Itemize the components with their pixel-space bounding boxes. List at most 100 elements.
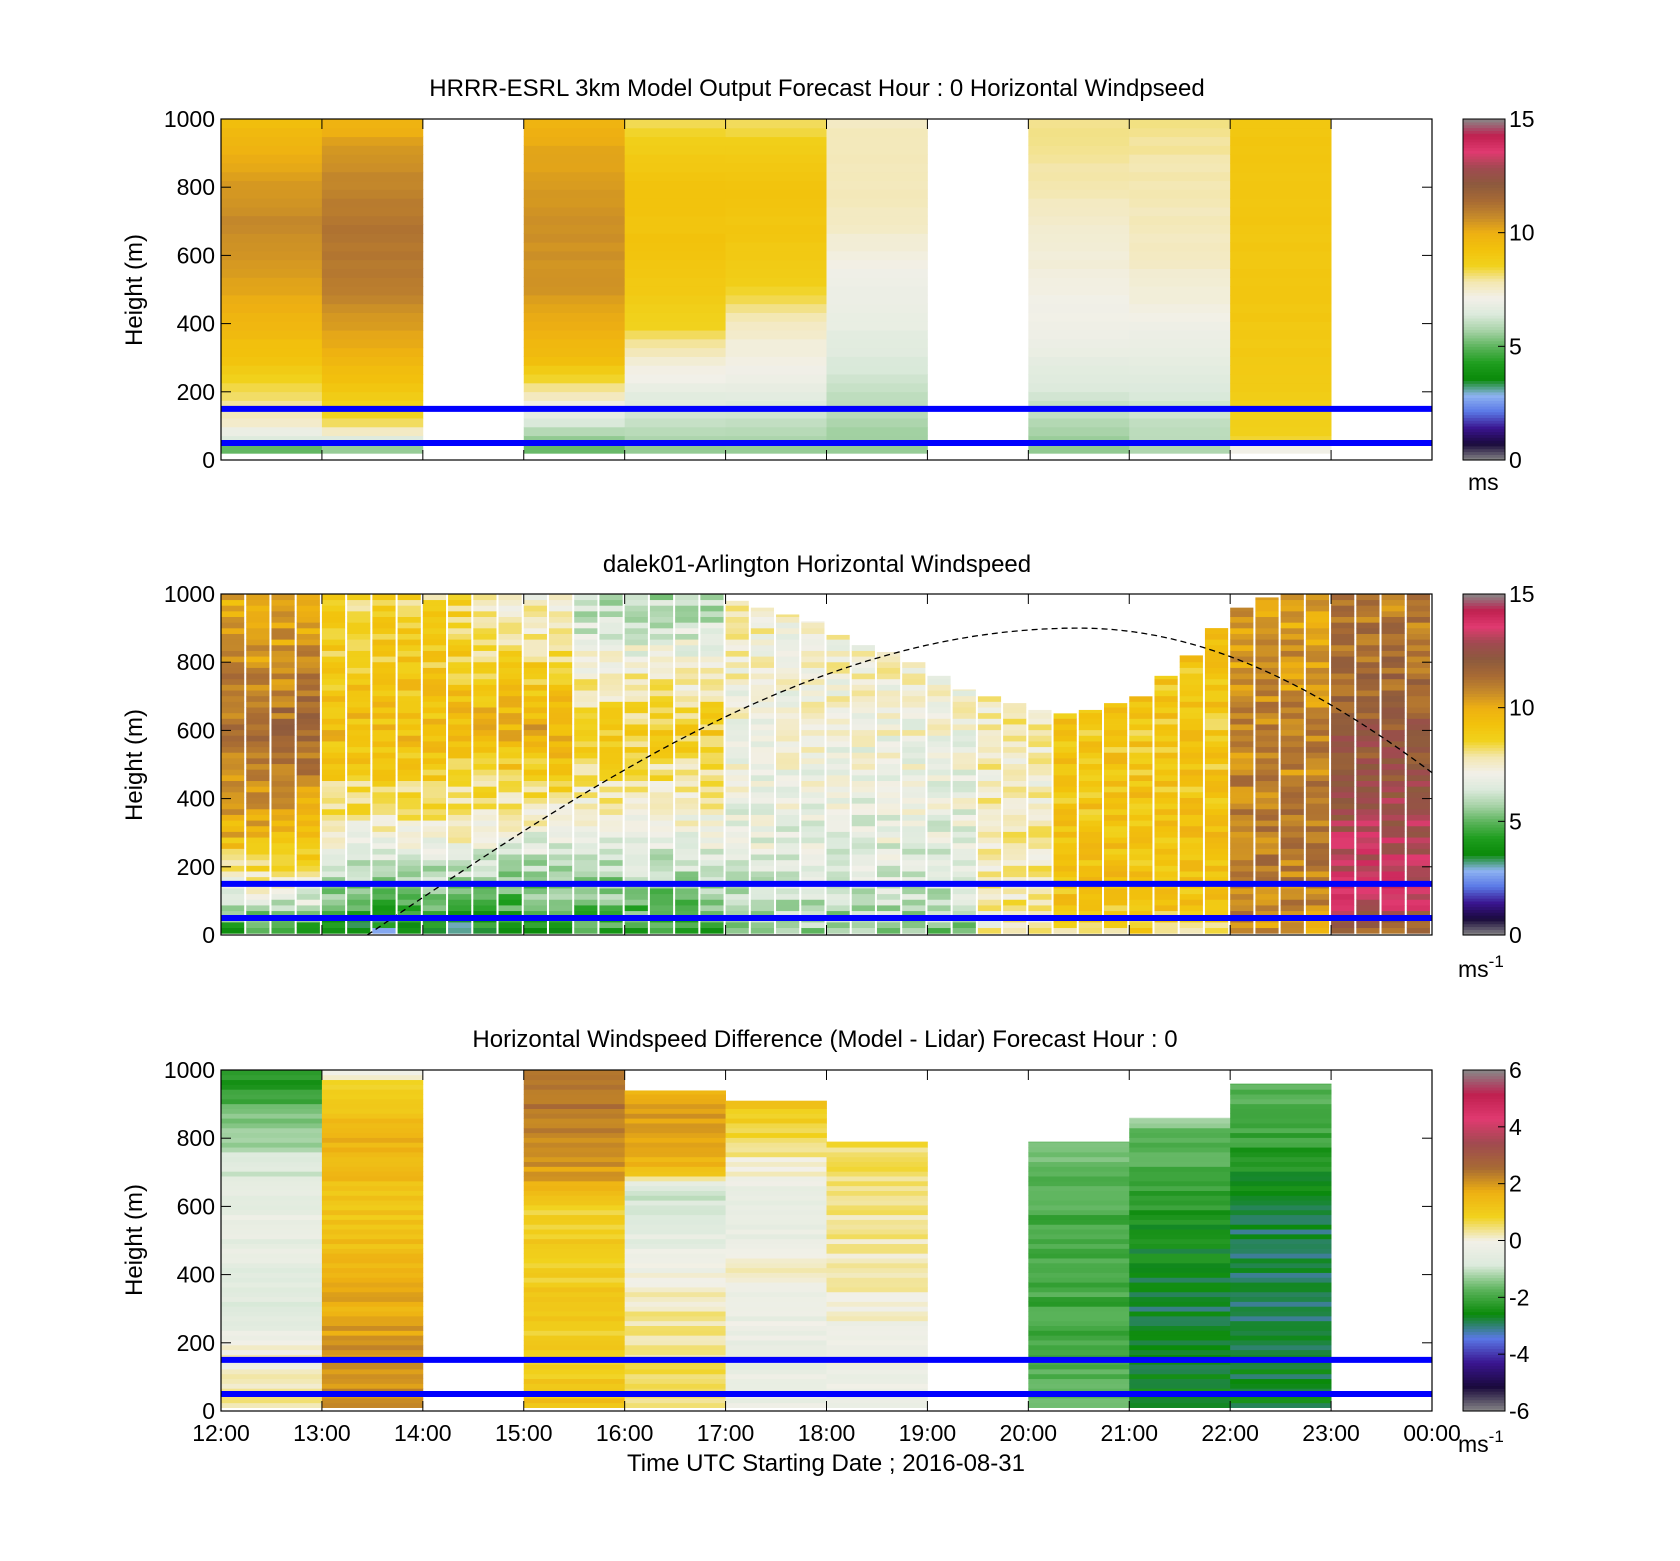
diff-cell [1230, 1205, 1332, 1211]
lidar-cell [1204, 786, 1229, 793]
model-cell [321, 189, 424, 199]
colorbar-tick-label: 10 [1509, 220, 1535, 246]
lidar-cell [372, 837, 396, 844]
colorbar-swatch [1463, 232, 1505, 237]
lidar-cell [776, 622, 800, 629]
lidar-cell [296, 893, 320, 900]
lidar-cell [1331, 746, 1355, 753]
model-cell [826, 365, 928, 375]
lidar-cell [523, 746, 547, 753]
lidar-cell [700, 599, 724, 606]
lidar-cell [826, 718, 850, 725]
model-cell [826, 206, 928, 217]
colorbar-swatch [1463, 682, 1505, 686]
diff-cell [1230, 1123, 1332, 1129]
lidar-cell [246, 871, 270, 878]
lidar-cell [1280, 774, 1304, 782]
lidar-cell [498, 684, 522, 691]
colorbar-swatch [1463, 917, 1505, 922]
lidar-cell [1331, 718, 1355, 725]
lidar-cell [1356, 599, 1380, 606]
diff-cell [1028, 1180, 1130, 1187]
diff-cell [624, 1291, 726, 1298]
lidar-cell [473, 888, 497, 895]
colorbar-swatch [1463, 1251, 1505, 1256]
diff-cell [1028, 1185, 1130, 1191]
colorbar-swatch [1463, 457, 1505, 461]
lidar-cell [700, 820, 724, 827]
diff-cell [321, 1369, 424, 1375]
x-tick-label: 14:00 [394, 1420, 452, 1446]
lidar-cell [776, 616, 800, 623]
lidar-cell [397, 848, 421, 855]
model-cell [1028, 294, 1130, 305]
lidar-cell [1305, 842, 1330, 849]
lidar-cell [1204, 633, 1229, 640]
lidar-cell [574, 701, 598, 708]
lidar-cell [246, 820, 270, 827]
diff-cell [321, 1296, 424, 1302]
diff-cell [826, 1147, 928, 1153]
diff-cell [221, 1224, 323, 1230]
diff-cell [725, 1277, 827, 1283]
model-cell [624, 136, 726, 146]
lidar-cell [548, 735, 573, 742]
lidar-cell [321, 854, 346, 861]
colorbar-swatch [1463, 710, 1505, 714]
lidar-cell [1179, 712, 1203, 719]
lidar-cell [246, 707, 270, 714]
lidar-cell [1356, 610, 1380, 618]
diff-cell [1230, 1262, 1332, 1269]
lidar-cell [700, 927, 724, 934]
lidar-cell [700, 905, 724, 912]
lidar-cell [523, 633, 547, 640]
lidar-cell [246, 780, 270, 787]
colorbar-swatch [1463, 849, 1505, 854]
diff-cell [221, 1248, 323, 1254]
lidar-cell [422, 701, 447, 708]
lidar-cell [725, 808, 749, 815]
lidar-cell [221, 695, 245, 702]
diff-cell [1028, 1315, 1130, 1322]
lidar-cell [397, 622, 421, 629]
lidar-cell [1204, 684, 1229, 691]
lidar-cell [1280, 780, 1304, 787]
colorbar-swatch [1463, 209, 1505, 214]
lidar-cell [473, 594, 497, 601]
colorbar-swatch [1463, 150, 1505, 154]
lidar-cell [1179, 871, 1203, 878]
lidar-cell [599, 876, 623, 883]
diff-cell [624, 1113, 726, 1119]
lidar-cell [675, 927, 699, 934]
lidar-cell [1305, 729, 1330, 736]
lidar-cell [1331, 684, 1355, 691]
model-cell [523, 162, 626, 173]
lidar-cell [548, 774, 573, 782]
lidar-cell [977, 729, 1002, 736]
lidar-cell [448, 644, 472, 651]
diff-cell [624, 1335, 726, 1341]
lidar-cell [1003, 848, 1027, 855]
lidar-cell [246, 633, 270, 640]
lidar-cell [422, 684, 447, 691]
lidar-cell [1204, 673, 1229, 680]
lidar-cell [927, 797, 951, 804]
colorbar-swatch [1463, 764, 1505, 768]
model-cell [725, 338, 827, 349]
lidar-cell [246, 791, 270, 798]
model-cell [624, 259, 726, 269]
diff-cell [725, 1344, 827, 1351]
lidar-cell [548, 701, 573, 708]
diff-cell [826, 1151, 928, 1158]
lidar-cell [1078, 803, 1102, 810]
lidar-cell [675, 633, 699, 640]
lidar-cell [397, 859, 421, 866]
colorbar-swatch [1463, 650, 1505, 655]
lidar-cell [321, 684, 346, 691]
lidar-cell [952, 893, 976, 900]
model-cell [1129, 365, 1231, 375]
lidar-cell [1154, 888, 1178, 895]
lidar-cell [1104, 831, 1128, 838]
diff-cell [221, 1108, 323, 1114]
